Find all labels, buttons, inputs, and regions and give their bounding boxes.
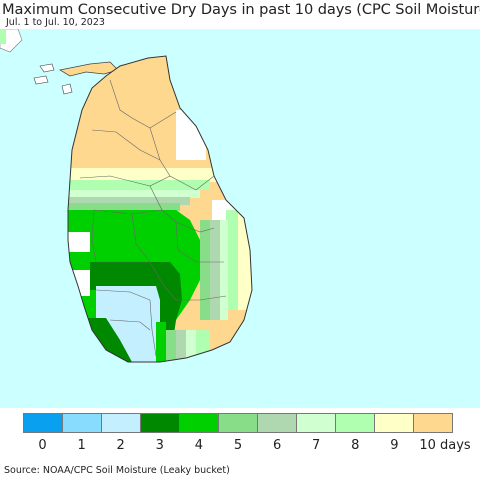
legend-swatch-9 xyxy=(375,414,414,432)
legend-tick-0: 0 xyxy=(38,438,47,453)
legend-swatch-1 xyxy=(63,414,102,432)
legend-tick-1: 1 xyxy=(77,438,86,453)
legend-tick-6: 6 xyxy=(272,438,282,453)
source-note: Source: NOAA/CPC Soil Moisture (Leaky bu… xyxy=(4,465,230,476)
coastline xyxy=(67,55,253,363)
india-fragment xyxy=(0,29,6,44)
district-boundaries xyxy=(79,79,227,357)
island-2 xyxy=(33,75,49,85)
island-1 xyxy=(39,63,55,73)
legend-swatch-7 xyxy=(297,414,336,432)
legend-swatch-2 xyxy=(102,414,141,432)
island-3 xyxy=(61,83,73,95)
legend-swatch-10 xyxy=(414,414,452,432)
legend-swatch-6 xyxy=(258,414,297,432)
legend-swatch-5 xyxy=(219,414,258,432)
legend-tick-10: 10 days xyxy=(419,438,471,453)
legend-tick-9: 9 xyxy=(390,438,399,453)
legend-swatch-3 xyxy=(141,414,180,432)
map-title: Maximum Consecutive Dry Days in past 10 … xyxy=(2,1,480,18)
legend-swatch-4 xyxy=(180,414,219,432)
legend-swatch-8 xyxy=(336,414,375,432)
legend-tick-3: 3 xyxy=(155,438,164,453)
legend-swatch-0 xyxy=(24,414,63,432)
legend-tick-7: 7 xyxy=(312,438,321,453)
legend-ticks: 0 1 2 3 4 5 6 7 8 9 10 days xyxy=(23,437,470,455)
date-range: Jul. 1 to Jul. 10, 2023 xyxy=(6,17,105,28)
legend-tick-8: 8 xyxy=(351,438,360,453)
legend-tick-5: 5 xyxy=(233,438,243,453)
sri-lanka-map-icon xyxy=(0,29,253,363)
legend-tick-4: 4 xyxy=(194,438,204,453)
color-legend xyxy=(23,413,453,433)
map-panel xyxy=(0,29,480,408)
legend-tick-2: 2 xyxy=(116,438,125,453)
